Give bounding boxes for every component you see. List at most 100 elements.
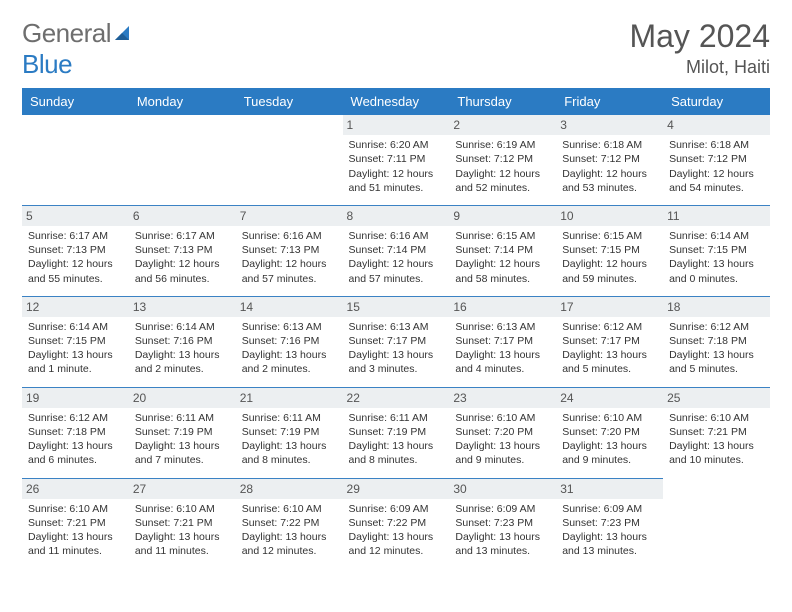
day-number: 9 bbox=[449, 206, 556, 226]
daylight-text: and 5 minutes. bbox=[562, 362, 657, 376]
calendar-day-cell: 12Sunrise: 6:14 AMSunset: 7:15 PMDayligh… bbox=[22, 296, 129, 387]
weekday-header: Tuesday bbox=[236, 88, 343, 115]
calendar-day-cell: 11Sunrise: 6:14 AMSunset: 7:15 PMDayligh… bbox=[663, 205, 770, 296]
sunset-text: Sunset: 7:21 PM bbox=[669, 425, 764, 439]
day-number: 8 bbox=[343, 206, 450, 226]
daylight-text: Daylight: 13 hours bbox=[562, 348, 657, 362]
daylight-text: and 13 minutes. bbox=[562, 544, 657, 558]
daylight-text: Daylight: 13 hours bbox=[28, 439, 123, 453]
sunrise-text: Sunrise: 6:09 AM bbox=[455, 502, 550, 516]
day-number: 16 bbox=[449, 297, 556, 317]
sunset-text: Sunset: 7:12 PM bbox=[669, 152, 764, 166]
calendar-day-cell: 20Sunrise: 6:11 AMSunset: 7:19 PMDayligh… bbox=[129, 387, 236, 478]
calendar-day-cell: 7Sunrise: 6:16 AMSunset: 7:13 PMDaylight… bbox=[236, 205, 343, 296]
daylight-text: Daylight: 12 hours bbox=[669, 167, 764, 181]
daylight-text: and 53 minutes. bbox=[562, 181, 657, 195]
daylight-text: and 4 minutes. bbox=[455, 362, 550, 376]
sunrise-text: Sunrise: 6:17 AM bbox=[135, 229, 230, 243]
sunset-text: Sunset: 7:15 PM bbox=[669, 243, 764, 257]
calendar-day-cell bbox=[129, 115, 236, 205]
sunset-text: Sunset: 7:16 PM bbox=[242, 334, 337, 348]
sunset-text: Sunset: 7:19 PM bbox=[349, 425, 444, 439]
sunrise-text: Sunrise: 6:11 AM bbox=[135, 411, 230, 425]
sunrise-text: Sunrise: 6:15 AM bbox=[562, 229, 657, 243]
logo-part1: General bbox=[22, 18, 111, 48]
sunset-text: Sunset: 7:21 PM bbox=[135, 516, 230, 530]
sunset-text: Sunset: 7:11 PM bbox=[349, 152, 444, 166]
daylight-text: and 8 minutes. bbox=[349, 453, 444, 467]
sunset-text: Sunset: 7:20 PM bbox=[455, 425, 550, 439]
daylight-text: Daylight: 13 hours bbox=[562, 439, 657, 453]
sunrise-text: Sunrise: 6:11 AM bbox=[349, 411, 444, 425]
sunrise-text: Sunrise: 6:10 AM bbox=[28, 502, 123, 516]
weekday-header: Wednesday bbox=[343, 88, 450, 115]
day-number: 25 bbox=[663, 388, 770, 408]
sunset-text: Sunset: 7:13 PM bbox=[28, 243, 123, 257]
day-number: 13 bbox=[129, 297, 236, 317]
daylight-text: and 11 minutes. bbox=[28, 544, 123, 558]
sunrise-text: Sunrise: 6:12 AM bbox=[28, 411, 123, 425]
day-number: 24 bbox=[556, 388, 663, 408]
day-number: 15 bbox=[343, 297, 450, 317]
sunrise-text: Sunrise: 6:10 AM bbox=[562, 411, 657, 425]
day-number: 29 bbox=[343, 479, 450, 499]
weekday-header: Thursday bbox=[449, 88, 556, 115]
daylight-text: Daylight: 13 hours bbox=[349, 348, 444, 362]
sunrise-text: Sunrise: 6:17 AM bbox=[28, 229, 123, 243]
daylight-text: and 57 minutes. bbox=[242, 272, 337, 286]
sunrise-text: Sunrise: 6:12 AM bbox=[669, 320, 764, 334]
weekday-header: Monday bbox=[129, 88, 236, 115]
day-number: 19 bbox=[22, 388, 129, 408]
sunset-text: Sunset: 7:18 PM bbox=[28, 425, 123, 439]
calendar-day-cell: 24Sunrise: 6:10 AMSunset: 7:20 PMDayligh… bbox=[556, 387, 663, 478]
daylight-text: Daylight: 13 hours bbox=[455, 439, 550, 453]
sunset-text: Sunset: 7:13 PM bbox=[242, 243, 337, 257]
day-number: 6 bbox=[129, 206, 236, 226]
daylight-text: Daylight: 13 hours bbox=[135, 439, 230, 453]
calendar-day-cell: 16Sunrise: 6:13 AMSunset: 7:17 PMDayligh… bbox=[449, 296, 556, 387]
calendar-day-cell: 3Sunrise: 6:18 AMSunset: 7:12 PMDaylight… bbox=[556, 115, 663, 205]
daylight-text: Daylight: 13 hours bbox=[135, 530, 230, 544]
daylight-text: and 56 minutes. bbox=[135, 272, 230, 286]
sunrise-text: Sunrise: 6:16 AM bbox=[349, 229, 444, 243]
daylight-text: and 10 minutes. bbox=[669, 453, 764, 467]
sunset-text: Sunset: 7:15 PM bbox=[562, 243, 657, 257]
sunrise-text: Sunrise: 6:13 AM bbox=[349, 320, 444, 334]
sunset-text: Sunset: 7:22 PM bbox=[242, 516, 337, 530]
weekday-header: Saturday bbox=[663, 88, 770, 115]
daylight-text: and 12 minutes. bbox=[349, 544, 444, 558]
daylight-text: Daylight: 13 hours bbox=[28, 530, 123, 544]
daylight-text: Daylight: 13 hours bbox=[455, 348, 550, 362]
daylight-text: and 9 minutes. bbox=[562, 453, 657, 467]
daylight-text: Daylight: 13 hours bbox=[349, 530, 444, 544]
day-number: 30 bbox=[449, 479, 556, 499]
daylight-text: and 7 minutes. bbox=[135, 453, 230, 467]
calendar-day-cell: 1Sunrise: 6:20 AMSunset: 7:11 PMDaylight… bbox=[343, 115, 450, 205]
daylight-text: Daylight: 12 hours bbox=[455, 167, 550, 181]
day-number: 21 bbox=[236, 388, 343, 408]
daylight-text: and 13 minutes. bbox=[455, 544, 550, 558]
location-label: Milot, Haiti bbox=[629, 57, 770, 78]
day-number: 27 bbox=[129, 479, 236, 499]
daylight-text: and 5 minutes. bbox=[669, 362, 764, 376]
calendar-day-cell: 5Sunrise: 6:17 AMSunset: 7:13 PMDaylight… bbox=[22, 205, 129, 296]
day-number: 11 bbox=[663, 206, 770, 226]
calendar-day-cell: 4Sunrise: 6:18 AMSunset: 7:12 PMDaylight… bbox=[663, 115, 770, 205]
calendar-header-row: SundayMondayTuesdayWednesdayThursdayFrid… bbox=[22, 88, 770, 115]
calendar-week-row: 1Sunrise: 6:20 AMSunset: 7:11 PMDaylight… bbox=[22, 115, 770, 205]
calendar-day-cell: 18Sunrise: 6:12 AMSunset: 7:18 PMDayligh… bbox=[663, 296, 770, 387]
daylight-text: and 59 minutes. bbox=[562, 272, 657, 286]
sunrise-text: Sunrise: 6:14 AM bbox=[28, 320, 123, 334]
daylight-text: and 57 minutes. bbox=[349, 272, 444, 286]
sunset-text: Sunset: 7:22 PM bbox=[349, 516, 444, 530]
sunrise-text: Sunrise: 6:19 AM bbox=[455, 138, 550, 152]
calendar-day-cell bbox=[22, 115, 129, 205]
sunset-text: Sunset: 7:13 PM bbox=[135, 243, 230, 257]
sunset-text: Sunset: 7:16 PM bbox=[135, 334, 230, 348]
sunset-text: Sunset: 7:12 PM bbox=[562, 152, 657, 166]
calendar-day-cell: 2Sunrise: 6:19 AMSunset: 7:12 PMDaylight… bbox=[449, 115, 556, 205]
calendar-day-cell: 13Sunrise: 6:14 AMSunset: 7:16 PMDayligh… bbox=[129, 296, 236, 387]
calendar-day-cell: 31Sunrise: 6:09 AMSunset: 7:23 PMDayligh… bbox=[556, 478, 663, 568]
sunrise-text: Sunrise: 6:16 AM bbox=[242, 229, 337, 243]
sunset-text: Sunset: 7:23 PM bbox=[455, 516, 550, 530]
